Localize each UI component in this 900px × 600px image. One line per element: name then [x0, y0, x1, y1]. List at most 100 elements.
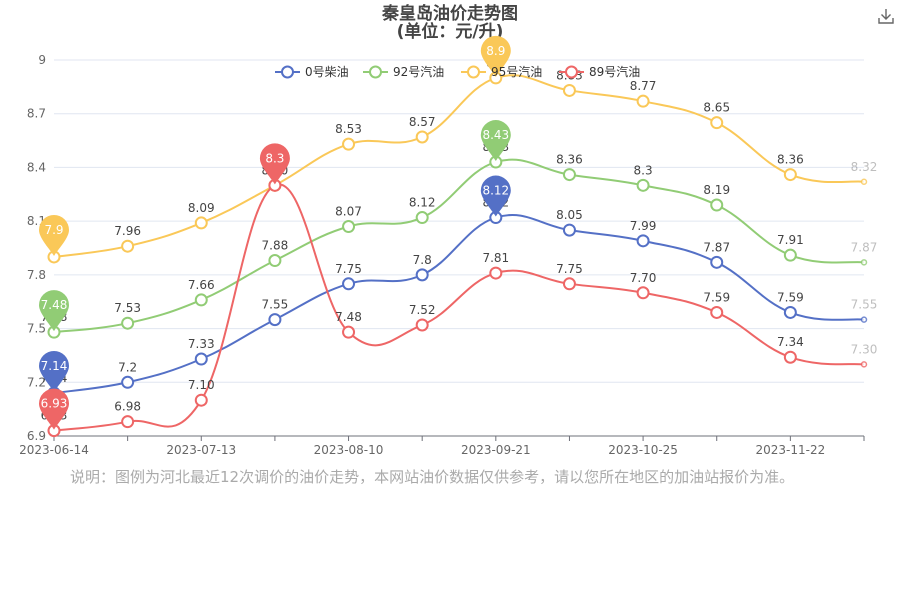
legend-label: 89号汽油 [589, 64, 640, 79]
x-tick-label: 2023-07-13 [166, 443, 236, 457]
y-tick-label: 7.5 [27, 322, 46, 336]
data-label: 8.57 [409, 115, 436, 129]
data-label: 8.77 [630, 79, 657, 93]
data-point [342, 137, 356, 151]
download-icon[interactable] [876, 6, 896, 26]
legend-item[interactable]: 92号汽油 [363, 64, 444, 79]
y-tick-label: 9 [38, 53, 46, 67]
data-point [783, 168, 797, 182]
data-label: 7.30 [851, 342, 878, 356]
y-tick-label: 8.7 [27, 107, 46, 121]
data-point [121, 415, 135, 429]
data-point [121, 316, 135, 330]
legend-item[interactable]: 89号汽油 [559, 64, 640, 79]
x-tick-label: 2023-09-21 [461, 443, 531, 457]
legend-marker [369, 65, 382, 79]
data-label: 6.98 [114, 400, 141, 414]
grid-lines [54, 59, 864, 383]
y-tick-label: 7.8 [27, 268, 46, 282]
data-point [415, 318, 429, 332]
data-label: 8.09 [188, 201, 215, 215]
data-point [415, 268, 429, 282]
data-label: 7.52 [409, 303, 436, 317]
marker-pin-label: 6.93 [41, 397, 68, 411]
data-label: 7.48 [335, 310, 362, 324]
legend-label: 0号柴油 [305, 65, 349, 79]
data-label: 7.8 [413, 253, 432, 267]
x-tick-label: 2023-10-25 [608, 443, 678, 457]
data-point [268, 254, 282, 268]
data-point [342, 325, 356, 339]
legend-marker [565, 65, 578, 79]
data-label: 8.65 [703, 101, 730, 115]
data-label: 7.75 [335, 262, 362, 276]
data-point [636, 94, 650, 108]
data-label: 7.55 [851, 298, 878, 312]
legend-label: 95号汽油 [491, 64, 542, 79]
legend[interactable]: 0号柴油 92号汽油 95号汽油 89号汽油 [275, 64, 640, 79]
marker-pin [480, 120, 511, 162]
data-point [860, 361, 868, 368]
legend-marker [467, 65, 480, 79]
data-label: 7.87 [851, 240, 878, 254]
data-point [194, 216, 208, 230]
legend-item[interactable]: 95号汽油 [461, 64, 542, 79]
data-point [415, 211, 429, 225]
data-label: 8.19 [703, 183, 730, 197]
marker-pin-label: 8.12 [482, 184, 509, 198]
data-point [342, 220, 356, 234]
data-point [710, 255, 724, 269]
marker-pin [480, 35, 511, 77]
data-point [860, 259, 868, 266]
y-tick-label: 7.2 [27, 375, 46, 389]
chart-subtitle: (单位：元/升) [396, 22, 504, 42]
data-point [194, 393, 208, 407]
data-label: 8.36 [556, 153, 583, 167]
data-point [562, 223, 576, 237]
marker-pin [259, 143, 290, 185]
data-label: 8.12 [409, 196, 436, 210]
legend-item[interactable]: 0号柴油 [275, 65, 349, 79]
data-label: 7.2 [118, 360, 137, 374]
marker-pin [39, 388, 69, 430]
data-label: 7.96 [114, 224, 141, 238]
data-point [860, 178, 868, 186]
data-label: 7.91 [777, 233, 804, 247]
legend-label: 92号汽油 [393, 64, 444, 79]
data-label: 8.3 [634, 163, 653, 177]
data-point [562, 277, 576, 291]
marker-pin [39, 290, 69, 332]
data-label: 8.32 [851, 160, 878, 174]
legend-marker [281, 65, 294, 79]
data-label: 7.59 [703, 290, 730, 304]
data-point [710, 305, 724, 319]
data-label: 7.75 [556, 262, 583, 276]
y-tick-label: 8.4 [27, 160, 46, 174]
chart-title: 秦皇岛油价走势图 [382, 4, 518, 24]
data-point [710, 198, 724, 212]
data-point [121, 239, 135, 253]
data-label: 7.66 [188, 278, 215, 292]
marker-pin-label: 7.14 [41, 359, 68, 373]
data-point [489, 266, 503, 280]
data-point [710, 116, 724, 130]
data-point [342, 277, 356, 291]
data-label: 7.55 [262, 298, 289, 312]
series-line-0 [53, 213, 865, 395]
data-label: 7.59 [777, 290, 804, 304]
y-tick-label: 6.9 [27, 429, 46, 443]
data-point [783, 248, 797, 262]
data-label: 7.99 [630, 219, 657, 233]
data-point [783, 305, 797, 319]
data-point [636, 286, 650, 300]
data-point [194, 293, 208, 307]
marker-pin-label: 8.43 [482, 128, 509, 142]
data-label: 7.53 [114, 301, 141, 315]
data-point [783, 350, 797, 364]
series-lines [47, 71, 868, 438]
data-label: 7.88 [262, 239, 289, 253]
data-label: 7.33 [188, 337, 215, 351]
data-point [415, 130, 429, 144]
data-point [636, 234, 650, 248]
